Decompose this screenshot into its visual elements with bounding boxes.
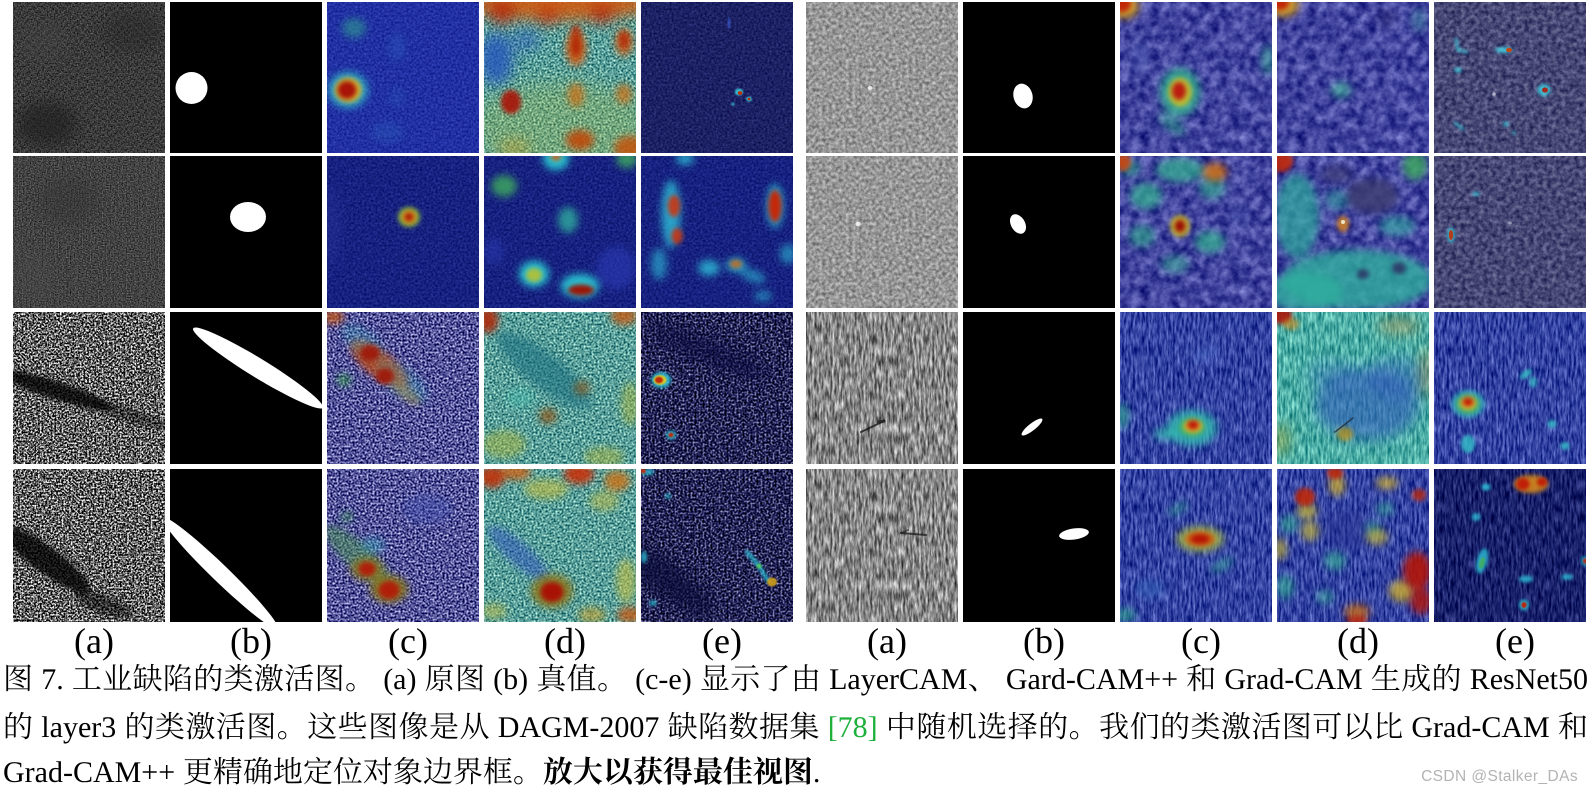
svg-text:7.: 7.: [41, 663, 64, 696]
svg-text:(a): (a): [383, 663, 416, 696]
svg-text:ResNet50: ResNet50: [1470, 663, 1588, 696]
svg-text:layer3: layer3: [41, 711, 116, 744]
svg-text:Grad-CAM: Grad-CAM: [1411, 711, 1549, 744]
svg-text:(b): (b): [493, 663, 528, 696]
svg-text:LayerCAM: LayerCAM: [829, 663, 967, 696]
svg-text:Gard-CAM++: Gard-CAM++: [1006, 663, 1178, 696]
svg-text:[78]: [78]: [828, 711, 878, 744]
svg-text:(c-e): (c-e): [635, 663, 692, 696]
svg-text:Grad-CAM++: Grad-CAM++: [3, 756, 175, 789]
svg-text:DAGM-2007: DAGM-2007: [498, 711, 660, 744]
svg-text:.: .: [813, 756, 821, 789]
svg-text:Grad-CAM: Grad-CAM: [1224, 663, 1362, 696]
